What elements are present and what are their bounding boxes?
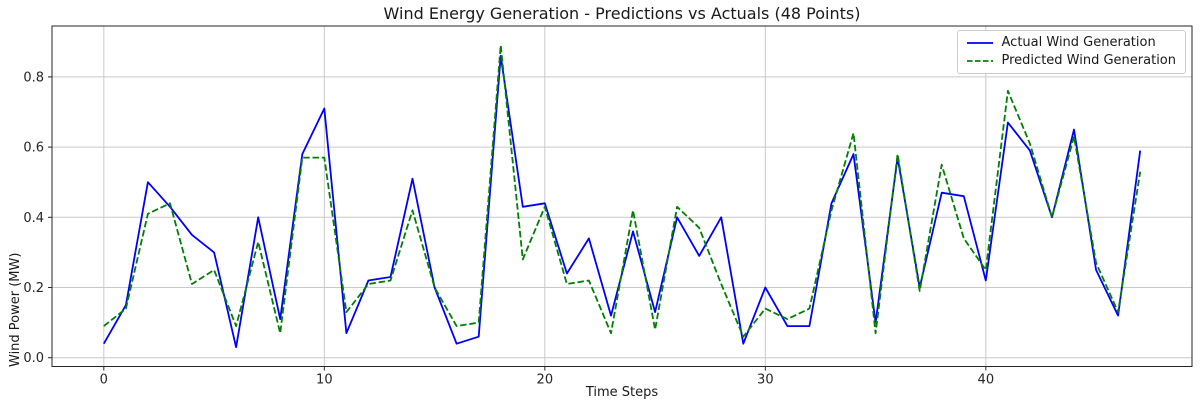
chart-title: Wind Energy Generation - Predictions vs … bbox=[383, 4, 861, 23]
x-tick-label: 30 bbox=[757, 373, 774, 388]
x-tick-label: 10 bbox=[316, 373, 333, 388]
y-tick-label: 0.0 bbox=[23, 351, 44, 366]
y-tick-label: 0.2 bbox=[23, 281, 44, 296]
y-tick-label: 0.4 bbox=[23, 211, 44, 226]
y-tick-label: 0.6 bbox=[23, 141, 44, 156]
axes-spines bbox=[51, 25, 1193, 367]
predicted-line bbox=[103, 44, 1142, 338]
x-tick-label: 0 bbox=[100, 373, 108, 388]
actual-line-swatch bbox=[966, 42, 993, 44]
legend-label-predicted: Predicted Wind Generation bbox=[1001, 53, 1176, 68]
legend: Actual Wind Generation Predicted Wind Ge… bbox=[956, 30, 1186, 74]
legend-entry-actual: Actual Wind Generation bbox=[966, 36, 1176, 50]
legend-entry-predicted: Predicted Wind Generation bbox=[966, 54, 1176, 68]
predicted-line-swatch bbox=[966, 60, 993, 62]
actual-line bbox=[103, 54, 1142, 349]
x-axis-label: Time Steps bbox=[585, 385, 659, 400]
y-axis-label: Wind Power (MW) bbox=[8, 252, 23, 367]
x-tick-label: 40 bbox=[978, 373, 995, 388]
y-tick-label: 0.8 bbox=[23, 70, 44, 85]
legend-label-actual: Actual Wind Generation bbox=[1001, 35, 1156, 50]
x-tick-label: 20 bbox=[537, 373, 554, 388]
